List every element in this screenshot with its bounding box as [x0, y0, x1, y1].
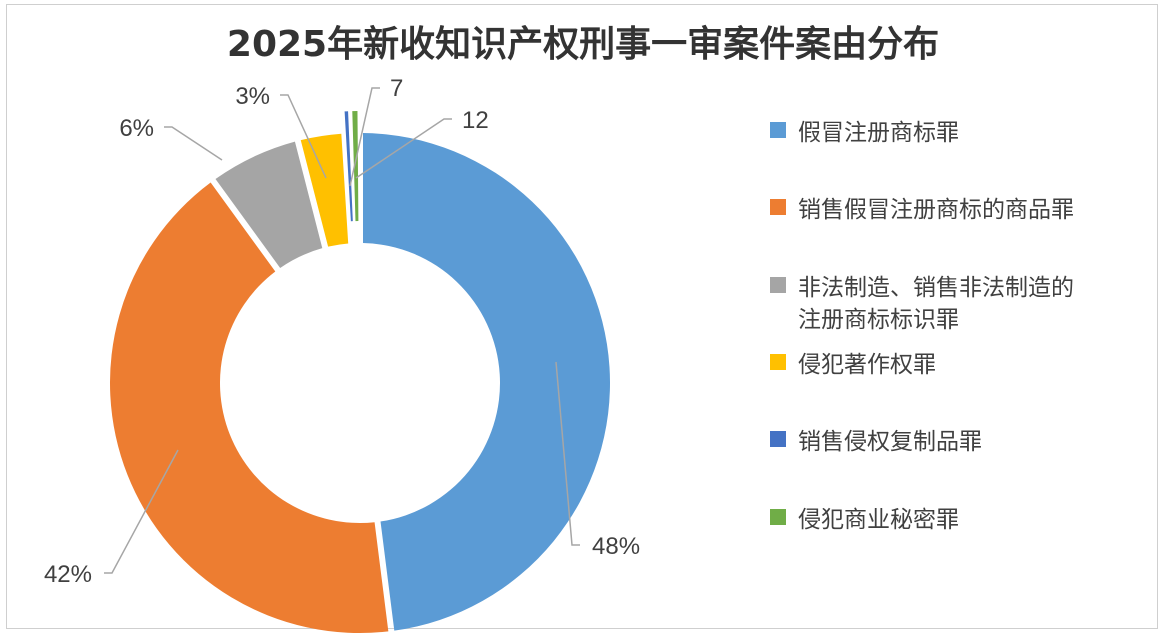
legend-swatch-5: [770, 431, 786, 447]
legend-swatch-6: [770, 509, 786, 525]
data-label-2: 42%: [44, 561, 92, 588]
slice-1: [362, 133, 610, 631]
legend-swatch-2: [770, 199, 786, 215]
data-label-1: 48%: [592, 533, 640, 560]
legend-label-3-line-2: 注册商标标识罪: [798, 307, 959, 333]
legend-label-2: 销售假冒注册商标的商品罪: [798, 197, 1074, 223]
leader-line-4: [280, 94, 327, 179]
legend-label-4: 侵犯著作权罪: [798, 352, 936, 378]
leader-line-5: [349, 87, 380, 187]
leader-line-2: [104, 449, 179, 574]
legend-label-5: 销售侵权复制品罪: [798, 429, 982, 455]
legend-label-3-line-1: 非法制造、销售非法制造的: [798, 275, 1074, 301]
data-label-5: 7: [390, 75, 403, 102]
data-label-6: 12: [462, 107, 489, 134]
slice-2: [109, 182, 389, 633]
leader-line-1: [555, 361, 580, 546]
slice-3: [215, 141, 323, 269]
legend-label-1: 假冒注册商标罪: [798, 120, 959, 146]
data-label-4: 3%: [235, 83, 270, 110]
data-label-3: 6%: [119, 115, 154, 142]
leader-line-3: [164, 126, 223, 161]
legend-swatch-4: [770, 354, 786, 370]
chart-title: 2025年新收知识产权刑事一审案件案由分布: [227, 24, 939, 65]
slice-5: [344, 111, 353, 222]
slice-4: [300, 133, 349, 247]
legend-label-6: 侵犯商业秘密罪: [798, 507, 959, 533]
leader-line-6: [355, 118, 452, 179]
slice-6: [352, 111, 359, 222]
legend-swatch-1: [770, 122, 786, 138]
legend-swatch-3: [770, 277, 786, 293]
